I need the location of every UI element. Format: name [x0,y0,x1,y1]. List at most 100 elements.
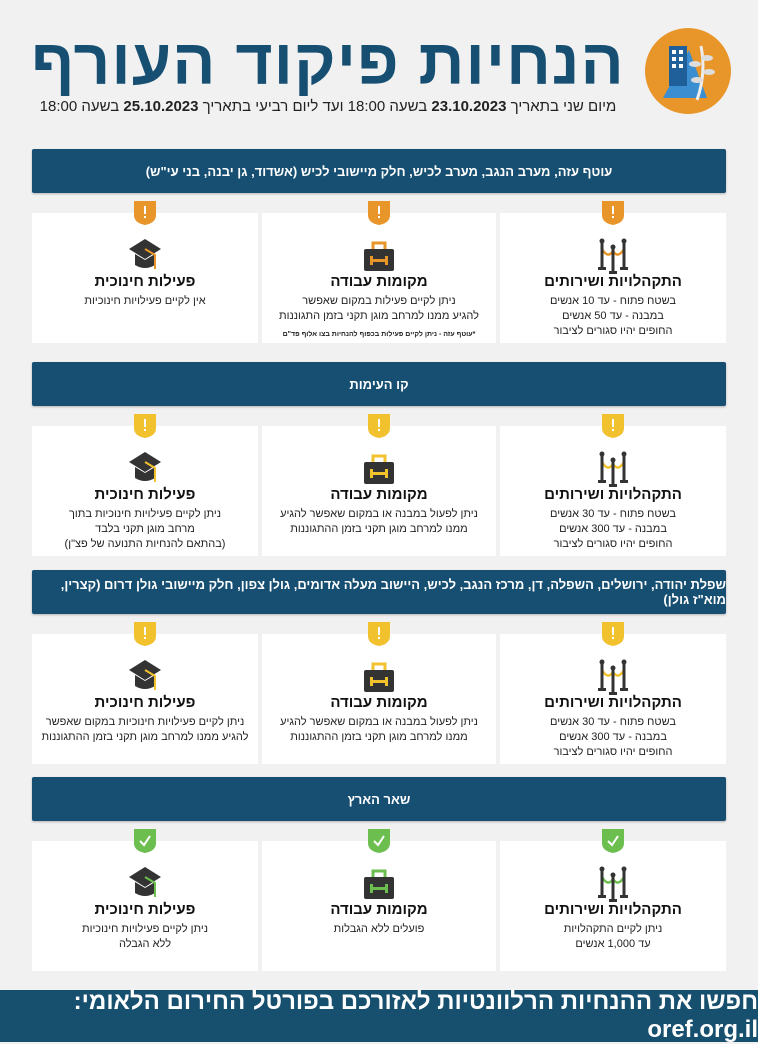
card-line: מרחב מוגן תקני בלבד [95,523,195,535]
warning-badge-icon [134,201,156,225]
stanchions-icon [593,448,633,488]
briefcase-icon [359,448,399,488]
region-header: עוטף עזה, מערב הנגב, מערב לכיש, חלק מייש… [32,149,726,193]
card-graduation-cap: פעילות חינוכית אין לקיים פעילויות חינוכי… [32,201,258,343]
card-text: ניתן לקיים התקהלויות עד 1,000 אנשים [500,922,726,952]
card-title: התקהלויות ושירותים [544,486,682,503]
card-title: פעילות חינוכית [94,694,196,711]
page-title: הנחיות פיקוד העורף [31,26,625,98]
card-briefcase: מקומות עבודה ניתן לקיים פעילות במקום שאפ… [262,201,496,343]
card-title: מקומות עבודה [330,273,428,290]
card-line: בשטח פתוח - עד 30 אנשים [549,716,676,728]
card-title: התקהלויות ושירותים [544,901,682,918]
region-section: עוטף עזה, מערב הנגב, מערב לכיש, חלק מייש… [32,149,726,343]
card-line: פועלים ללא הגבלות [333,923,425,935]
card-text: ניתן לקיים פעילויות חינוכיות במקום שאפשר… [32,715,258,745]
card-stanchions: התקהלויות ושירותים בשטח פתוח - עד 30 אנש… [500,414,726,556]
card-text: בשטח פתוח - עד 30 אנשים במבנה - עד 300 אנ… [500,507,726,552]
region-section: שאר הארץ התקהלויות ושירותים ניתן לקיים ה… [32,777,726,971]
card-text: בשטח פתוח - עד 10 אנשים במבנה - עד 50 אנש… [500,294,726,339]
warning-badge-icon [602,414,624,438]
region-name: קו העימות [349,376,409,392]
card-title: מקומות עבודה [330,694,428,711]
card-text: אין לקיים פעילויות חינוכיות [32,294,258,309]
card-line: ניתן לקיים פעילויות חינוכיות בתוך [69,508,221,520]
card-line: ללא הגבלה [118,938,172,950]
card-title: התקהלויות ושירותים [544,694,682,711]
card-line: ניתן לפעול במבנה או במקום שאפשר להגיע [280,508,478,520]
warning-badge-icon [368,622,390,646]
warning-badge-icon [602,622,624,646]
check-badge-icon [602,829,624,853]
card-line: להגיע ממנו למרחב מוגן תקני בזמן התגוננות [279,310,479,322]
graduation-cap-icon [125,863,165,903]
start-date: 23.10.2023 [431,98,507,115]
warning-badge-icon [134,414,156,438]
card-note: *עוטף עזה - ניתן לקיים פעילות בכפוף להנח… [282,331,476,338]
card-briefcase: מקומות עבודה פועלים ללא הגבלות [262,829,496,971]
warning-badge-icon [602,201,624,225]
card-title: פעילות חינוכית [94,273,196,290]
warning-badge-icon [134,622,156,646]
graduation-cap-icon [125,235,165,275]
region-header: שאר הארץ [32,777,726,821]
end-date: 25.10.2023 [123,98,199,115]
card-line: אין לקיים פעילויות חינוכיות [84,295,206,307]
briefcase-icon [359,863,399,903]
card-briefcase: מקומות עבודה ניתן לפעול במבנה או במקום ש… [262,414,496,556]
subtitle-text: בשעה 18:00 [39,98,124,115]
card-line: החופים יהיו סגורים לציבור [553,746,673,758]
card-text: ניתן לקיים פעילויות חינוכיות ללא הגבלה [32,922,258,952]
check-badge-icon [134,829,156,853]
card-line: בשטח פתוח - עד 30 אנשים [549,508,676,520]
check-badge-icon [368,829,390,853]
card-text: פועלים ללא הגבלות [262,922,496,937]
card-line: במבנה - עד 50 אנשים [562,310,664,322]
card-line: במבנה - עד 300 אנשים [559,731,667,743]
region-header: שפלת יהודה, ירושלים, השפלה, דן, מרכז הנג… [32,570,726,614]
region-header: קו העימות [32,362,726,406]
subtitle-text: בשעה 18:00 ועד ליום רביעי בתאריך [198,98,432,115]
card-line: ניתן לקיים פעילויות חינוכיות [81,923,208,935]
card-line: ניתן לקיים פעילות במקום שאפשר [302,295,456,307]
region-name: עוטף עזה, מערב הנגב, מערב לכיש, חלק מייש… [145,163,613,179]
region-section: שפלת יהודה, ירושלים, השפלה, דן, מרכז הנג… [32,570,726,764]
card-title: מקומות עבודה [330,486,428,503]
card-line: החופים יהיו סגורים לציבור [553,538,673,550]
subtitle-text: מיום שני בתאריך [506,98,617,115]
card-line: ניתן לקיים פעילויות חינוכיות במקום שאפשר [45,716,245,728]
card-line: (בהתאם להנחיות התנועה של פצ"ן) [64,538,226,550]
footer-banner: חפשו את ההנחיות הרלוונטיות לאזורכם בפורט… [0,988,758,1043]
card-title: פעילות חינוכית [94,486,196,503]
card-line: ניתן לפעול במבנה או במקום שאפשר להגיע [280,716,478,728]
card-text: בשטח פתוח - עד 30 אנשים במבנה - עד 300 אנ… [500,715,726,760]
date-range: מיום שני בתאריך 23.10.2023 בשעה 18:00 וע… [8,98,648,115]
briefcase-icon [359,656,399,696]
card-title: מקומות עבודה [330,901,428,918]
card-stanchions: התקהלויות ושירותים ניתן לקיים התקהלויות ע… [500,829,726,971]
card-line: בשטח פתוח - עד 10 אנשים [549,295,676,307]
card-line: להגיע ממנו למרחב מוגן תקני בזמן ההתגוננו… [41,731,249,743]
card-title: התקהלויות ושירותים [544,273,682,290]
card-text: ניתן לפעול במבנה או במקום שאפשר להגיע ממנ… [262,507,496,537]
region-section: קו העימות התקהלויות ושירותים בשטח פתוח -… [32,362,726,556]
card-graduation-cap: פעילות חינוכית ניתן לקיים פעילויות חינוכ… [32,622,258,764]
card-graduation-cap: פעילות חינוכית ניתן לקיים פעילויות חינוכ… [32,414,258,556]
stanchions-icon [593,235,633,275]
card-text: ניתן לקיים פעילות במקום שאפשר להגיע ממנו … [262,294,496,342]
graduation-cap-icon [125,656,165,696]
card-title: פעילות חינוכית [94,901,196,918]
card-text: ניתן לקיים פעילויות חינוכיות בתוך מרחב מו… [32,507,258,552]
region-name: שפלת יהודה, ירושלים, השפלה, דן, מרכז הנג… [60,577,726,607]
card-line: ניתן לקיים התקהלויות [563,923,663,935]
home-front-command-logo [645,28,731,114]
footer-text: חפשו את ההנחיות הרלוונטיות לאזורכם בפורט… [73,988,758,1043]
stanchions-icon [593,863,633,903]
card-line: ממנו למרחב מוגן תקני בזמן ההתגוננות [290,523,468,535]
card-line: ממנו למרחב מוגן תקני בזמן ההתגוננות [290,731,468,743]
card-briefcase: מקומות עבודה ניתן לפעול במבנה או במקום ש… [262,622,496,764]
card-graduation-cap: פעילות חינוכית ניתן לקיים פעילויות חינוכ… [32,829,258,971]
card-stanchions: התקהלויות ושירותים בשטח פתוח - עד 10 אנש… [500,201,726,343]
warning-badge-icon [368,414,390,438]
warning-badge-icon [368,201,390,225]
